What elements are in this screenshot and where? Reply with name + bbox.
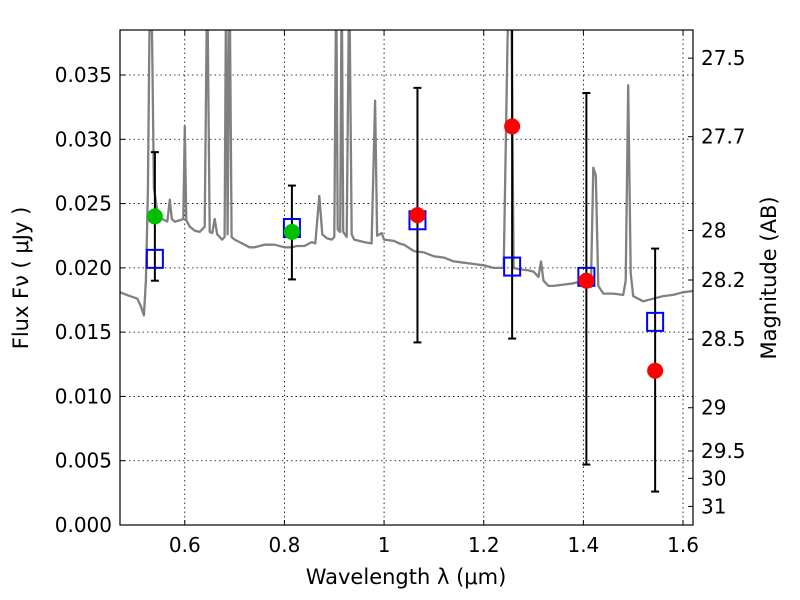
spectrum-line: [120, 30, 693, 317]
x-tick-label: 0.6: [169, 533, 201, 557]
y-axis-label: Flux Fν ( μJy ): [9, 207, 33, 350]
y-tick-label: 0.005: [55, 449, 112, 473]
right-tick-label: 28.2: [701, 268, 746, 292]
red-data-point: [578, 272, 595, 289]
marker-layer: [145, 30, 665, 493]
ticks: 0.6 0.8 1 1.2 1.4 1.6 0.000 0.005 0.010 0.015 0.02…: [55, 30, 746, 557]
y-tick-label: 0.010: [55, 384, 112, 408]
x-tick-label: 1.4: [567, 533, 599, 557]
model-square-marker: [646, 311, 665, 332]
right-tick-label: 29.5: [701, 439, 746, 463]
right-tick-label: 30: [701, 466, 726, 490]
right-tick-label: 27.7: [701, 125, 746, 149]
x-axis-label: Wavelength λ (μm): [306, 565, 507, 589]
y-tick-label: 0.030: [55, 127, 112, 151]
green-data-point: [146, 208, 163, 225]
right-tick-label: 29: [701, 396, 726, 420]
red-data-point: [409, 207, 426, 224]
x-tick-label: 1.6: [667, 533, 699, 557]
red-data-point: [647, 362, 664, 379]
x-tick-label: 1: [378, 533, 391, 557]
x-tick-label: 1.2: [468, 533, 500, 557]
green-data-point: [283, 223, 300, 240]
red-data-point: [504, 118, 521, 135]
y-tick-label: 0.025: [55, 192, 112, 216]
x-tick-label: 0.8: [269, 533, 301, 557]
y-tick-label: 0.035: [55, 63, 112, 87]
model-square-marker: [503, 256, 522, 277]
y-tick-label: 0.020: [55, 256, 112, 280]
series-layer: [120, 30, 693, 317]
model-square-marker: [145, 248, 164, 269]
right-tick-label: 27.5: [701, 46, 746, 70]
right-tick-label: 28.5: [701, 327, 746, 351]
right-tick-label: 31: [701, 494, 726, 518]
y-tick-label: 0.000: [55, 513, 112, 537]
y-tick-label: 0.015: [55, 320, 112, 344]
right-tick-label: 28: [701, 218, 726, 242]
plot-frame: [119, 29, 694, 526]
right-axis-label: Magnitude (AB): [757, 196, 781, 359]
